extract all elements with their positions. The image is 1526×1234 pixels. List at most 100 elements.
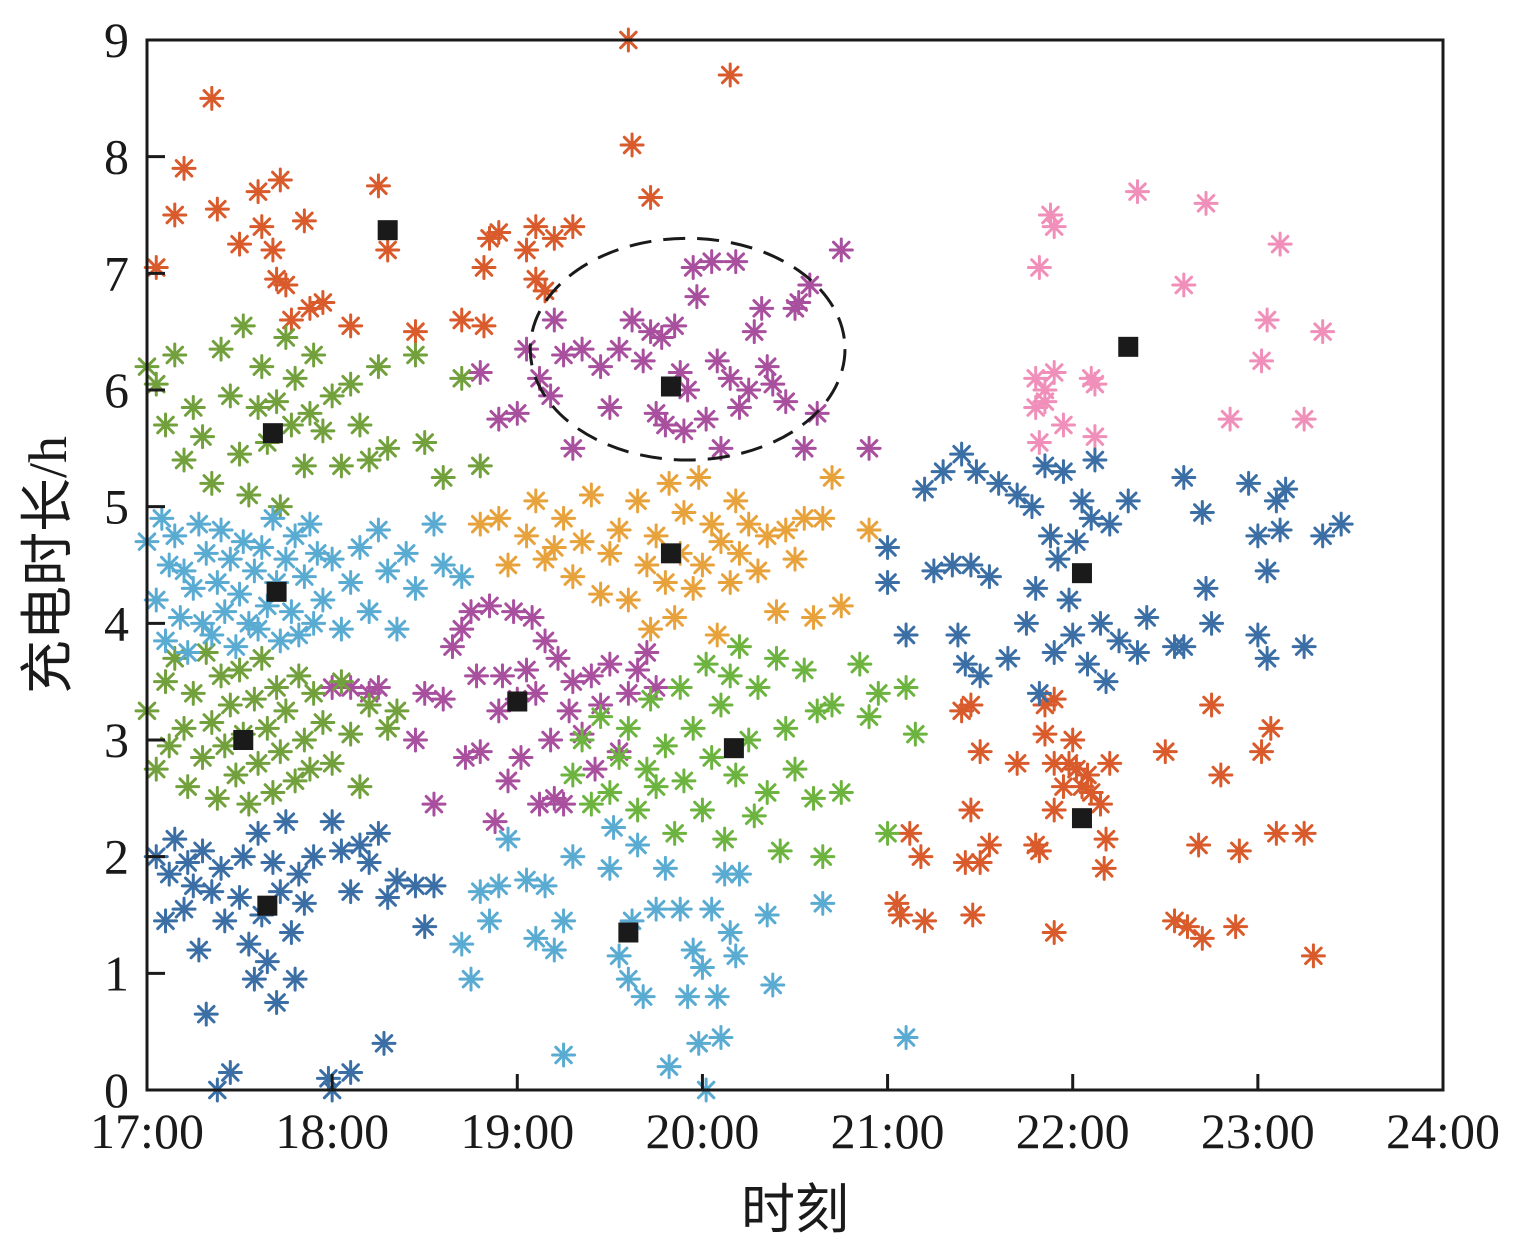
data-point [643, 774, 669, 800]
data-point [156, 733, 182, 759]
data-point [286, 861, 312, 887]
axis-ticks: 17:00 18:00 19:00 20:00 21:00 22:00 23:00 24:00… [90, 12, 1500, 1159]
data-point [875, 535, 901, 560]
data-point [175, 640, 201, 665]
data-point [347, 774, 373, 800]
data-point [967, 739, 993, 765]
data-point [249, 214, 275, 240]
data-point [180, 395, 206, 420]
data-point [686, 465, 712, 490]
data-point [190, 610, 216, 636]
cluster-center-marker [266, 581, 287, 602]
data-point [1134, 605, 1160, 630]
data-point [365, 675, 391, 700]
data-point [347, 832, 373, 858]
data-point [656, 1054, 682, 1080]
cluster-center-marker [723, 738, 744, 759]
data-point [893, 1025, 919, 1050]
cluster-center-marker [660, 543, 681, 564]
data-point [569, 529, 595, 555]
data-point [430, 686, 456, 712]
data-point [375, 885, 401, 910]
data-point [1217, 406, 1243, 432]
data-point [532, 873, 558, 899]
data-point [171, 558, 197, 584]
data-point [819, 692, 845, 718]
data-point [689, 797, 715, 823]
data-point [1023, 365, 1049, 391]
cluster-center-marker [377, 220, 398, 241]
data-point [912, 908, 938, 934]
data-point [1041, 214, 1067, 240]
data-point [241, 686, 267, 712]
data-point [495, 768, 521, 794]
data-point [1263, 488, 1289, 514]
data-point [556, 698, 582, 724]
data-point [717, 62, 743, 88]
data-point [551, 342, 577, 368]
data-point [365, 820, 391, 846]
data-point [143, 756, 169, 782]
data-point [1267, 517, 1293, 543]
data-point [810, 844, 836, 870]
data-point [282, 365, 308, 391]
data-point [625, 797, 651, 823]
data-point [597, 651, 623, 677]
data-point [199, 710, 225, 735]
data-point [671, 500, 697, 525]
data-point [278, 920, 304, 945]
data-point [467, 879, 493, 905]
data-point [630, 984, 656, 1010]
data-point [1189, 500, 1215, 525]
data-point [1171, 634, 1197, 660]
data-point [310, 710, 336, 735]
y-tick-label: 4 [104, 595, 129, 651]
data-point [963, 459, 989, 485]
data-point [810, 890, 836, 916]
data-point [482, 809, 508, 835]
data-point [1078, 780, 1104, 805]
y-tick-label: 5 [104, 479, 129, 535]
data-point [199, 85, 225, 111]
data-point [430, 552, 456, 578]
data-point [143, 587, 169, 613]
data-point [297, 756, 323, 782]
series-9 [233, 220, 1139, 943]
data-point [489, 663, 515, 689]
data-point [291, 727, 317, 753]
x-tick-label: 21:00 [831, 1103, 945, 1159]
data-point [625, 832, 651, 858]
data-point [301, 844, 327, 870]
data-point [606, 943, 632, 969]
data-point [763, 645, 789, 671]
data-point [153, 412, 179, 438]
data-point [1291, 634, 1317, 660]
data-point [1023, 575, 1049, 601]
data-point [741, 319, 767, 345]
data-point [236, 791, 262, 817]
data-point [223, 634, 249, 660]
data-point [458, 599, 484, 625]
data-point [449, 307, 475, 333]
data-point [643, 896, 669, 922]
data-point [745, 675, 771, 700]
data-point [486, 505, 512, 531]
data-point [1223, 914, 1249, 940]
data-point [212, 733, 238, 759]
data-point [767, 838, 793, 864]
data-point [560, 435, 586, 461]
data-point [1125, 640, 1151, 665]
data-point [1023, 395, 1049, 420]
data-point [708, 692, 734, 718]
annotations [528, 236, 847, 462]
data-point [680, 937, 706, 963]
data-point [338, 371, 364, 397]
data-point [1041, 797, 1067, 823]
data-point [1300, 943, 1326, 969]
data-point [338, 1060, 364, 1085]
data-point [282, 523, 308, 549]
data-point [801, 605, 827, 630]
data-point [1026, 255, 1052, 280]
data-point [245, 179, 271, 205]
data-point [227, 441, 253, 467]
